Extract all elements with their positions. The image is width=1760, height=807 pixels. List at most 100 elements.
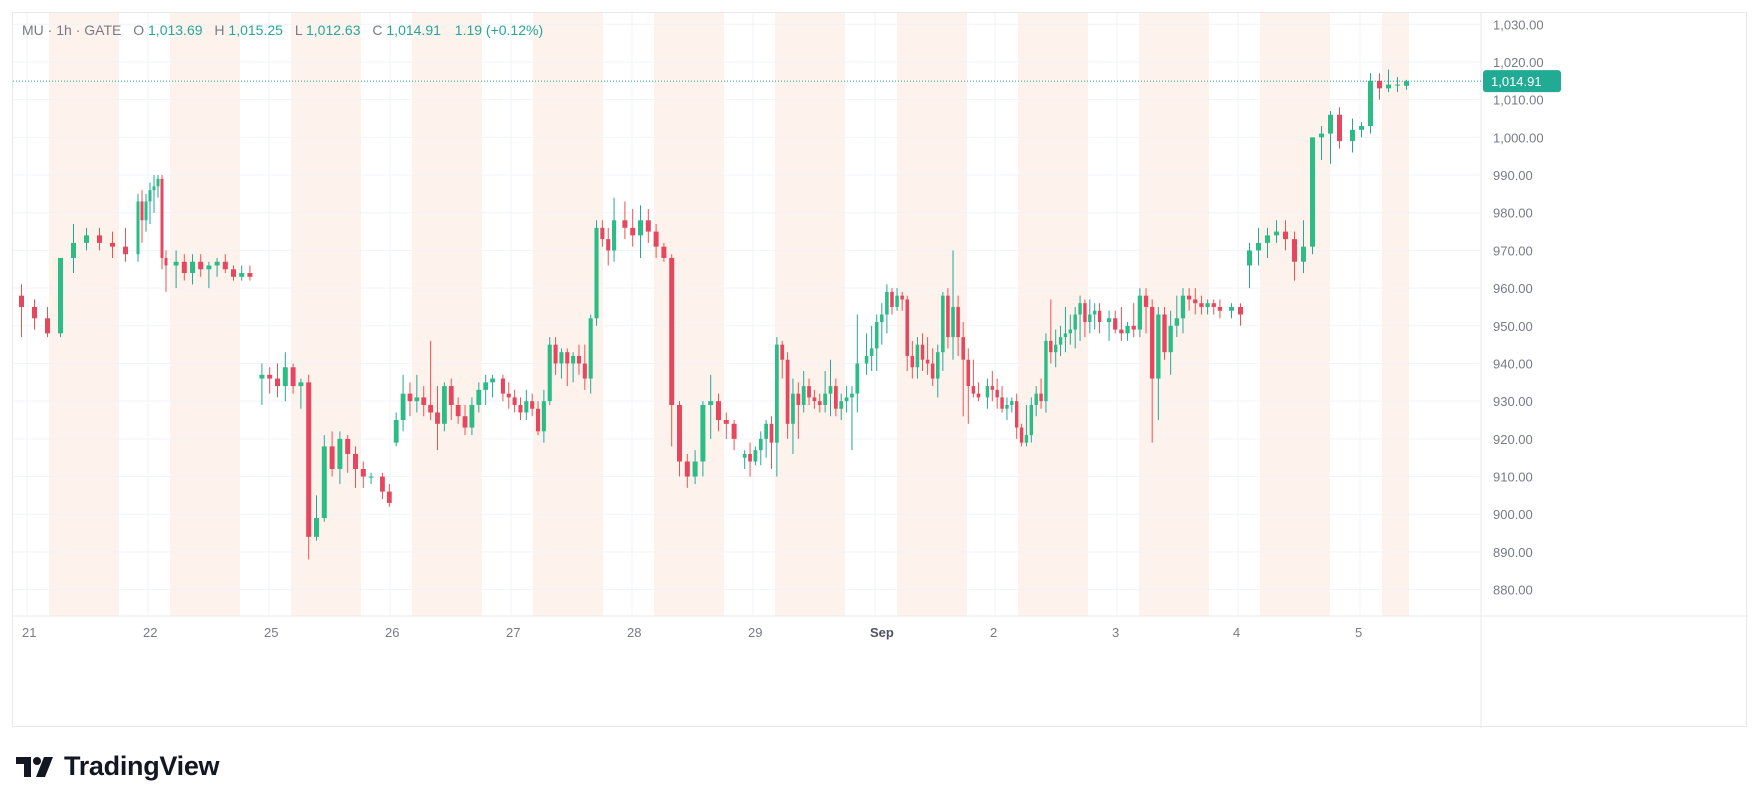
candle-body <box>1119 329 1124 334</box>
candle <box>1404 79 1409 90</box>
candle-body <box>1010 401 1014 405</box>
candle <box>393 412 399 447</box>
x-tick-label: 26 <box>385 625 399 640</box>
candle-body <box>1350 129 1355 142</box>
candle-body <box>136 201 140 255</box>
candle-body <box>231 269 236 277</box>
legend-symbol: MU <box>22 22 44 38</box>
legend-c-value: 1,014.91 <box>386 22 441 38</box>
candle <box>462 404 468 436</box>
candle-body <box>559 352 564 364</box>
y-tick-label: 880.00 <box>1493 583 1533 598</box>
candle <box>329 431 335 477</box>
candle-body <box>1205 303 1210 307</box>
candle-body <box>1106 318 1112 323</box>
session-shade <box>654 13 724 616</box>
candle-body <box>606 239 611 251</box>
candle-body <box>173 261 179 266</box>
y-tick-label: 910.00 <box>1493 470 1533 485</box>
chart-frame[interactable]: 880.00 890.00 900.00 910.00 920.00 930.00 940.… <box>12 12 1748 728</box>
candle-body <box>885 291 889 315</box>
candle <box>1186 288 1192 311</box>
candle <box>231 265 236 281</box>
candle-body <box>1005 404 1009 409</box>
candle <box>653 224 659 258</box>
candle <box>483 374 489 405</box>
candle-body <box>833 386 838 409</box>
candle <box>1150 299 1155 443</box>
candle-body <box>910 355 915 368</box>
candle <box>428 340 434 421</box>
candle <box>290 363 296 394</box>
candle-body <box>976 393 981 398</box>
candle <box>535 401 541 436</box>
candle-body <box>407 393 413 402</box>
candle-body <box>1034 393 1038 405</box>
candle <box>1005 397 1009 421</box>
candle-body <box>905 299 910 356</box>
candle <box>1386 69 1391 93</box>
y-tick-label: 1,010.00 <box>1493 93 1544 108</box>
tradingview-logo[interactable]: TradingView <box>16 750 220 782</box>
session-shading <box>49 13 1409 616</box>
candle <box>97 227 102 251</box>
candle <box>1125 322 1130 341</box>
candle-body <box>259 374 265 379</box>
candle-body <box>1359 126 1364 130</box>
candle-body <box>801 386 806 405</box>
candle <box>435 386 440 451</box>
candle-body <box>935 352 940 379</box>
candle <box>506 382 511 409</box>
candle <box>476 382 482 413</box>
candle <box>1010 397 1014 413</box>
legend-o-value: 1,013.69 <box>148 22 203 38</box>
candle-body <box>588 318 593 379</box>
candle-body <box>541 401 546 432</box>
candle-body <box>152 186 156 191</box>
candlestick-chart[interactable]: 880.00 890.00 900.00 910.00 920.00 930.00 940.… <box>13 13 1748 728</box>
candle-body <box>1328 114 1333 134</box>
candle-body <box>1274 231 1279 236</box>
candle <box>731 420 737 451</box>
candle <box>400 374 406 432</box>
candle-body <box>360 469 366 477</box>
candle <box>448 378 454 421</box>
candle-body <box>1283 231 1288 240</box>
candle <box>1174 295 1179 338</box>
candle <box>173 250 179 289</box>
candle-body <box>321 446 327 519</box>
candle <box>742 450 747 470</box>
candle <box>622 201 628 240</box>
candle <box>1014 393 1019 439</box>
candle <box>1377 73 1382 100</box>
candle-body <box>1044 340 1048 402</box>
candle <box>864 333 869 375</box>
candle-body <box>941 295 945 353</box>
legend-h-value: 1,015.25 <box>228 22 283 38</box>
candle <box>582 344 587 390</box>
x-tick-label: 28 <box>627 625 641 640</box>
candle-body <box>855 363 860 394</box>
candle-body <box>448 386 454 405</box>
candle <box>298 378 304 409</box>
candle-body <box>1097 310 1102 323</box>
candle <box>850 386 854 451</box>
candle-body <box>723 420 729 424</box>
legend-separator: · <box>76 22 85 38</box>
candle <box>823 371 828 413</box>
candle <box>758 431 763 466</box>
legend-l-label: L <box>295 22 303 38</box>
candle <box>885 284 889 334</box>
candle-body <box>653 231 659 247</box>
candle-body <box>951 306 955 338</box>
candle <box>971 359 976 398</box>
candle <box>669 254 675 447</box>
candle-body <box>506 393 511 398</box>
candle <box>1058 325 1063 356</box>
candle <box>1097 303 1102 334</box>
candle <box>214 257 220 277</box>
candle <box>1211 299 1216 315</box>
x-tick-label: 25 <box>264 625 278 640</box>
candle <box>58 257 63 338</box>
candle <box>190 254 195 285</box>
